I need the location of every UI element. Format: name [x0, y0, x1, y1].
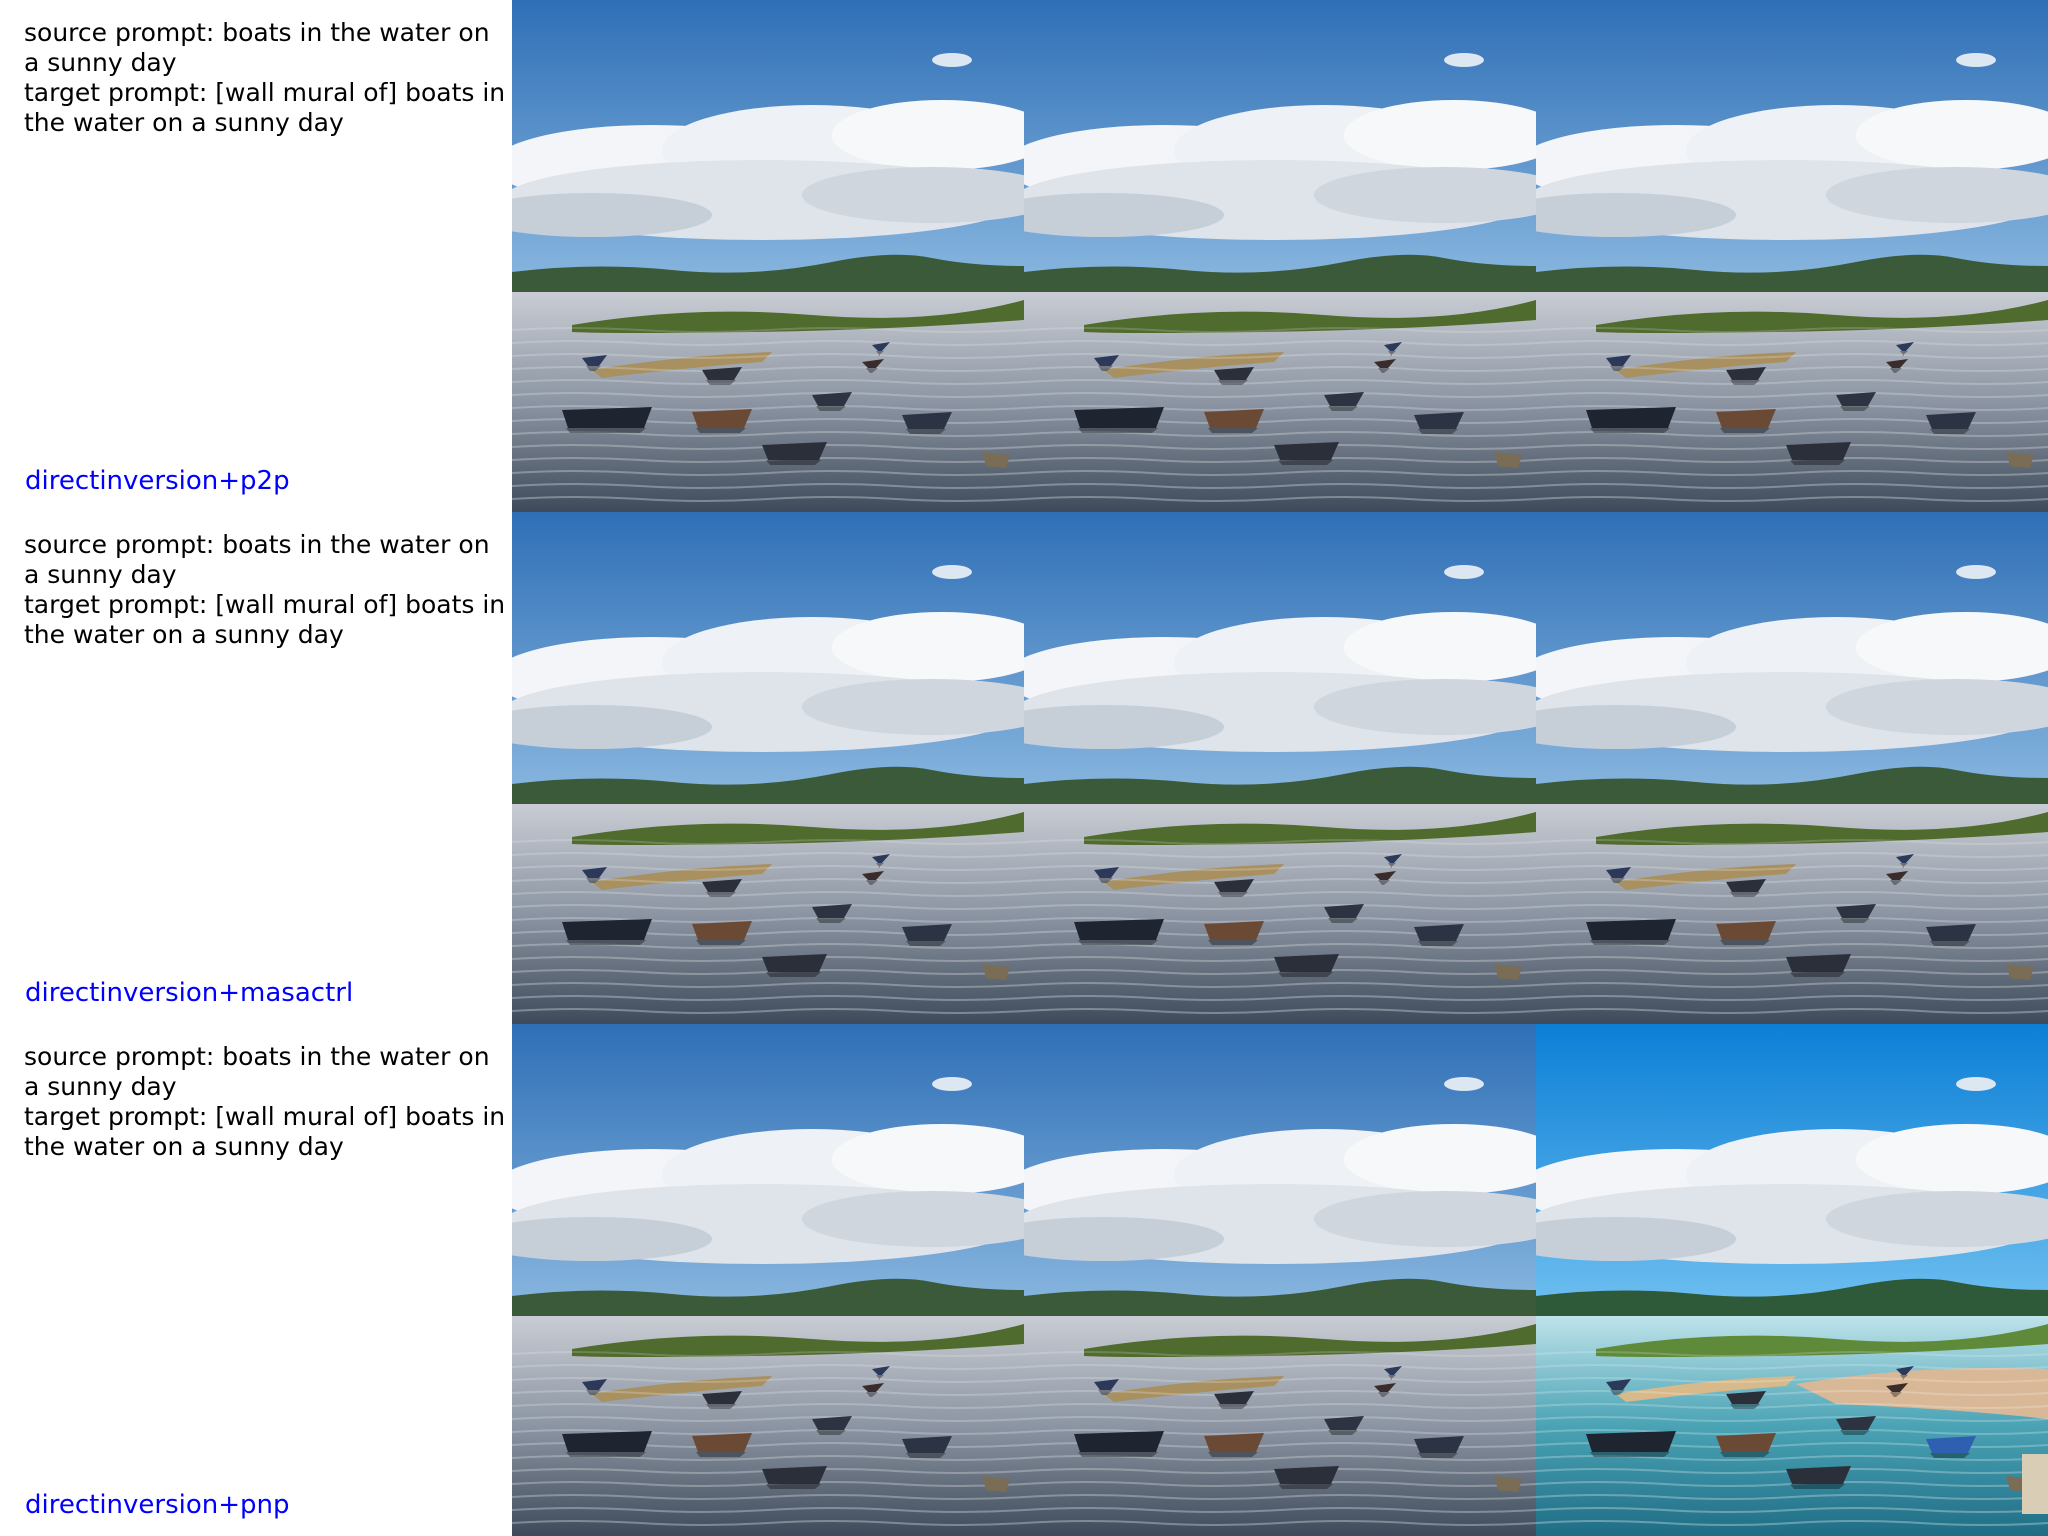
result-row: source prompt: boats in the water on a s… — [0, 512, 2048, 1024]
method-label: directinversion+masactrl — [25, 978, 354, 1008]
source-prompt: source prompt: boats in the water on a s… — [24, 18, 490, 77]
source-prompt: source prompt: boats in the water on a s… — [24, 1042, 490, 1101]
method-label: directinversion+pnp — [25, 1490, 290, 1520]
prompt-panel: source prompt: boats in the water on a s… — [0, 512, 512, 1024]
target-prompt: target prompt: [wall mural of] boats in … — [24, 1102, 506, 1161]
edited-image — [1536, 0, 2048, 512]
target-prompt: target prompt: [wall mural of] boats in … — [24, 78, 506, 137]
source-image — [512, 1024, 1024, 1536]
prompt-text: source prompt: boats in the water on a s… — [24, 530, 510, 650]
source-image — [512, 0, 1024, 512]
prompt-text: source prompt: boats in the water on a s… — [24, 18, 510, 138]
result-row: source prompt: boats in the water on a s… — [0, 1024, 2048, 1536]
prompt-panel: source prompt: boats in the water on a s… — [0, 1024, 512, 1536]
prompt-text: source prompt: boats in the water on a s… — [24, 1042, 510, 1162]
result-row: source prompt: boats in the water on a s… — [0, 0, 2048, 512]
method-label: directinversion+p2p — [25, 466, 290, 496]
target-prompt: target prompt: [wall mural of] boats in … — [24, 590, 506, 649]
source-image — [512, 512, 1024, 1024]
reconstruction-image — [1024, 1024, 1536, 1536]
prompt-panel: source prompt: boats in the water on a s… — [0, 0, 512, 512]
reconstruction-image — [1024, 0, 1536, 512]
source-prompt: source prompt: boats in the water on a s… — [24, 530, 490, 589]
edited-image — [1536, 512, 2048, 1024]
reconstruction-image — [1024, 512, 1536, 1024]
edited-image — [1536, 1024, 2048, 1536]
